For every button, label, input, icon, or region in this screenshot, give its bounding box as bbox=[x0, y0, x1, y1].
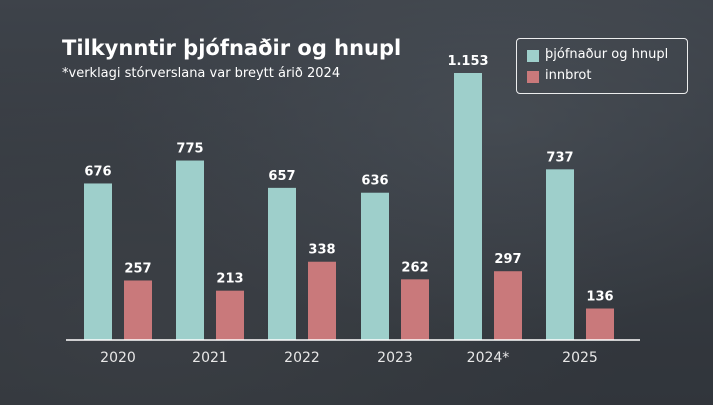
bar-theft-4 bbox=[454, 73, 482, 340]
bar-theft-3 bbox=[361, 192, 389, 340]
data-label-burglary-4: 297 bbox=[494, 252, 521, 267]
bar-burglary-5 bbox=[586, 308, 614, 340]
data-label-theft-2: 657 bbox=[268, 169, 295, 184]
data-label-theft-3: 636 bbox=[361, 174, 388, 189]
bar-burglary-1 bbox=[216, 290, 244, 340]
bar-burglary-2 bbox=[308, 261, 336, 340]
x-tick-label-5: 2025 bbox=[562, 350, 598, 366]
data-label-burglary-3: 262 bbox=[401, 260, 428, 275]
legend-label-burglary: innbrot bbox=[545, 68, 592, 83]
x-tick-label-2: 2022 bbox=[284, 350, 320, 366]
x-tick-label-4: 2024* bbox=[467, 350, 510, 366]
x-tick-label-3: 2023 bbox=[377, 350, 413, 366]
legend-swatch-burglary bbox=[527, 71, 539, 83]
data-label-theft-1: 775 bbox=[176, 142, 203, 157]
data-label-theft-5: 737 bbox=[546, 150, 573, 165]
bar-theft-1 bbox=[176, 160, 204, 340]
chart-title: Tilkynntir þjófnaðir og hnupl bbox=[62, 36, 402, 60]
data-label-burglary-1: 213 bbox=[216, 272, 243, 287]
legend-swatch-theft bbox=[527, 50, 539, 62]
x-tick-label-0: 2020 bbox=[100, 350, 136, 366]
data-label-burglary-0: 257 bbox=[124, 261, 151, 276]
data-label-theft-0: 676 bbox=[84, 164, 111, 179]
data-label-burglary-5: 136 bbox=[586, 290, 613, 305]
legend-label-theft: þjófnaður og hnupl bbox=[545, 47, 669, 62]
bar-theft-2 bbox=[268, 187, 296, 340]
bar-theft-0 bbox=[84, 183, 112, 340]
bar-burglary-4 bbox=[494, 271, 522, 340]
bar-theft-5 bbox=[546, 169, 574, 340]
data-label-theft-4: 1.153 bbox=[447, 54, 488, 69]
x-tick-label-1: 2021 bbox=[192, 350, 228, 366]
chart-legend: þjófnaður og hnupl innbrot bbox=[516, 38, 688, 94]
data-label-burglary-2: 338 bbox=[308, 243, 335, 258]
bar-burglary-3 bbox=[401, 279, 429, 340]
bar-burglary-0 bbox=[124, 280, 152, 340]
chart-subtitle: *verklagi stórverslana var breytt árið 2… bbox=[62, 66, 341, 81]
